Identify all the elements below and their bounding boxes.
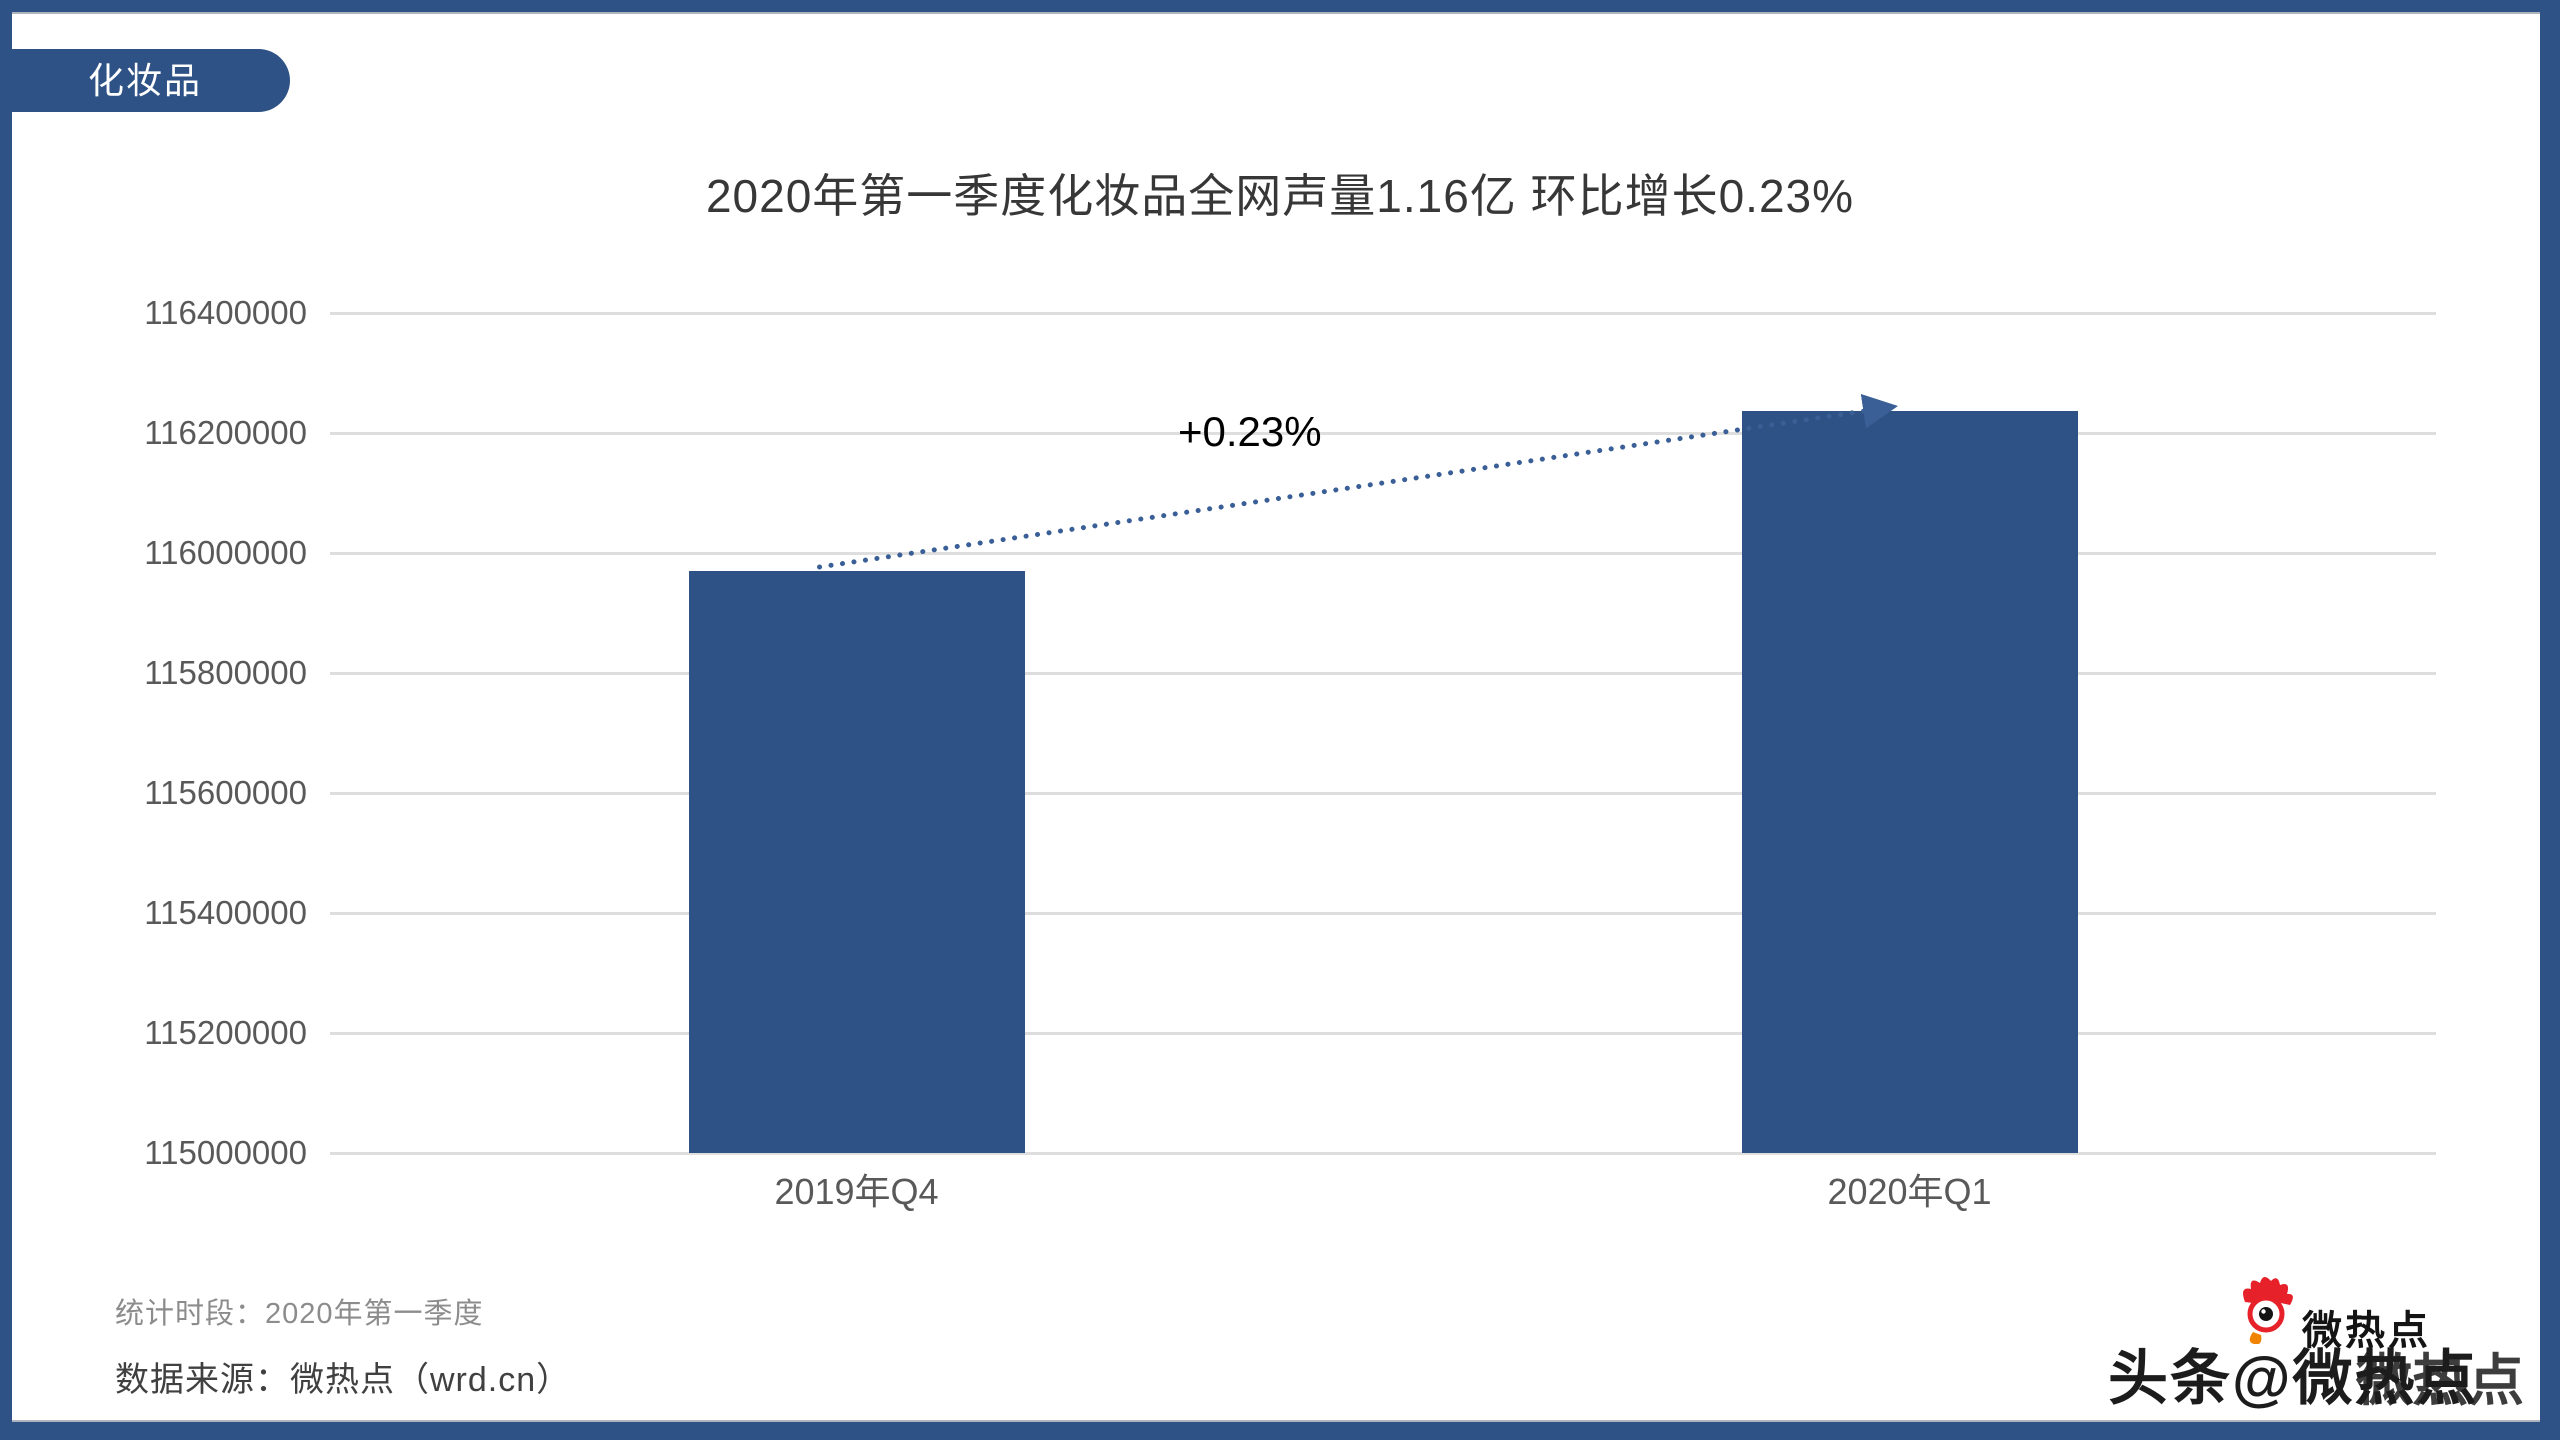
bar-2020年Q1 (1741, 411, 2078, 1153)
chart-title: 2020年第一季度化妆品全网声量1.16亿 环比增长0.23% (705, 170, 1855, 222)
y-axis-tick-label: 116200000 (144, 414, 307, 451)
growth-annotation: +0.23% (1178, 408, 1322, 455)
y-axis-tick-label: 115000000 (144, 1134, 307, 1171)
toutiao-watermark-text: 头条@微热点 (2108, 1345, 2479, 1412)
x-axis-tick-label: 2020年Q1 (1827, 1171, 1992, 1212)
y-axis-tick-label: 115200000 (144, 1014, 307, 1051)
data-source-label: 数据来源：微热点（wrd.cn） (115, 1361, 572, 1399)
category-badge: 化妆品 (0, 49, 290, 112)
weiredian-logo-text: 微热点 (2302, 1309, 2431, 1353)
gridline (330, 791, 2436, 795)
bar-2019年Q4 (688, 571, 1025, 1153)
gridline (330, 1031, 2436, 1035)
gridline (330, 431, 2436, 435)
y-axis-tick-label: 116000000 (144, 534, 307, 571)
y-axis-tick-label: 116400000 (144, 294, 307, 331)
y-axis-tick-label: 115800000 (144, 654, 307, 691)
gridline (330, 1151, 2436, 1155)
gridline (330, 911, 2436, 915)
weiredian-flame-eye-icon (2243, 1276, 2293, 1344)
gridline (330, 671, 2436, 675)
y-axis-tick-label: 115600000 (144, 774, 307, 811)
stat-period-label: 统计时段：2020年第一季度 (115, 1298, 484, 1330)
watermark-ghost-text: 微热点 (2356, 1349, 2524, 1412)
gridline (330, 311, 2436, 315)
gridline (330, 551, 2436, 555)
x-axis-tick-label: 2019年Q4 (774, 1171, 939, 1212)
y-axis-tick-label: 115400000 (144, 894, 307, 931)
